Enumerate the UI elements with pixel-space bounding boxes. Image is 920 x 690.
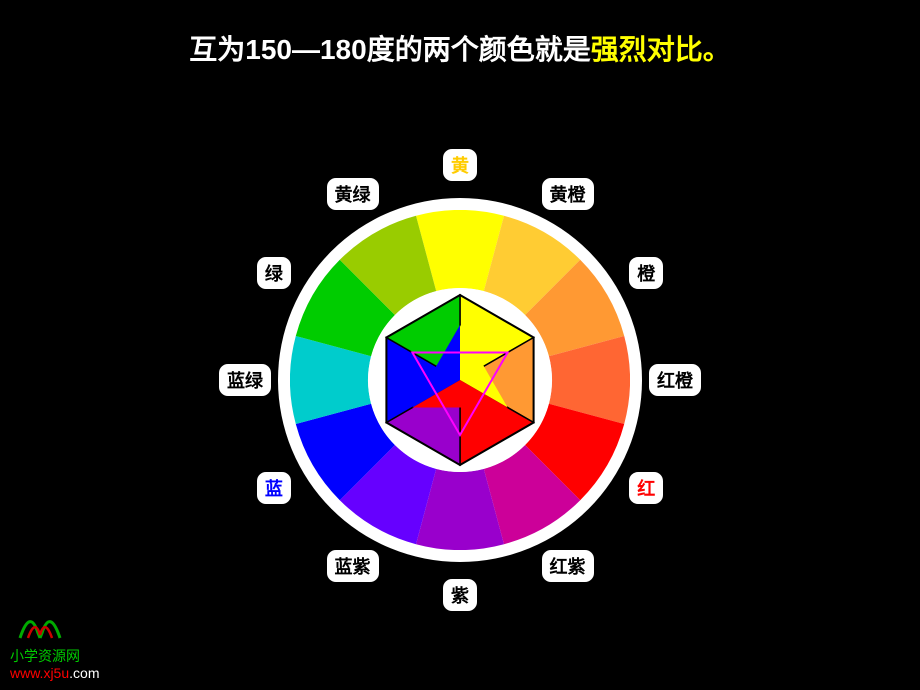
- footer-logo-icon: [10, 603, 70, 643]
- footer-site-name: 小学资源网: [10, 648, 99, 665]
- color-label-紫: 紫: [442, 578, 478, 612]
- color-label-黄: 黄: [442, 148, 478, 182]
- color-label-红紫: 红紫: [541, 549, 595, 583]
- color-label-蓝绿: 蓝绿: [218, 363, 272, 397]
- color-label-黄绿: 黄绿: [326, 177, 380, 211]
- footer-url-suffix: .com: [69, 665, 99, 681]
- color-label-黄橙: 黄橙: [541, 177, 595, 211]
- title-part2: 强烈对比。: [591, 34, 731, 65]
- color-label-蓝: 蓝: [256, 471, 292, 505]
- footer-url: www.xj5u.com: [10, 665, 99, 682]
- footer: 小学资源网 www.xj5u.com: [10, 603, 99, 682]
- color-wheel-svg: [290, 210, 630, 550]
- color-label-绿: 绿: [256, 256, 292, 290]
- footer-text: 小学资源网 www.xj5u.com: [10, 648, 99, 682]
- color-label-蓝紫: 蓝紫: [326, 549, 380, 583]
- color-label-红橙: 红橙: [648, 363, 702, 397]
- page-title: 互为150—180度的两个颜色就是强烈对比。: [0, 28, 920, 68]
- color-label-橙: 橙: [628, 256, 664, 290]
- color-label-红: 红: [628, 471, 664, 505]
- footer-url-prefix: www.xj5u: [10, 665, 69, 681]
- title-part1: 互为150—180度的两个颜色就是: [189, 34, 590, 65]
